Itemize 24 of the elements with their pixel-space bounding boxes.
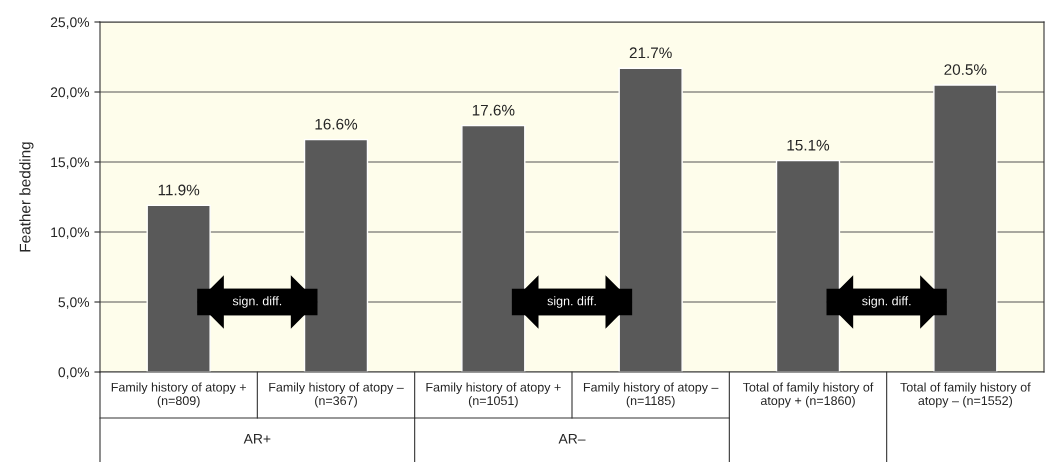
data-label: 21.7%: [629, 47, 672, 59]
y-tick-label: 0,0%: [58, 367, 90, 379]
data-label: 17.6%: [472, 104, 515, 116]
x-tick-label: Family history of atopy + (n=809): [111, 382, 246, 408]
x-tick-label: Family history of atopy – (n=1185): [583, 382, 719, 408]
annotation: sign. diff.: [862, 296, 911, 308]
x-tick-label: Total of family history of atopy + (n=1860): [742, 382, 874, 408]
data-label: 15.1%: [787, 139, 830, 151]
y-tick-label: 20,0%: [50, 87, 90, 99]
y-tick-label: 15,0%: [51, 157, 90, 169]
y-tick-label: 5,0%: [58, 297, 90, 309]
x-tick-label: Family history of atopy + (n=1051): [426, 382, 561, 408]
text: AR+: [243, 434, 271, 444]
data-label: 20.5%: [944, 64, 987, 75]
y-tick-label: 10,0%: [51, 227, 90, 239]
data-label: 16.6%: [315, 118, 358, 130]
annotation: sign. diff.: [547, 296, 596, 308]
y-tick-label: 25,0%: [50, 17, 90, 29]
y-axis-title: Feather bedding: [19, 142, 34, 252]
data-label: 11.9%: [158, 184, 200, 196]
annotation: sign. diff.: [232, 296, 282, 308]
x-tick-label: Total of family history of atopy – (n=1552): [900, 382, 1031, 408]
text: AR–: [558, 434, 586, 444]
x-tick-label: Family history of atopy – (n=367): [269, 382, 404, 408]
